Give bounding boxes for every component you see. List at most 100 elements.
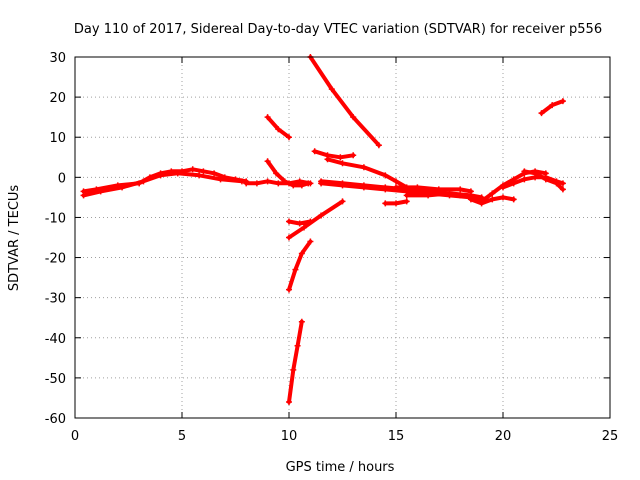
data-point: [298, 318, 305, 325]
data-point: [532, 170, 539, 177]
data-series: [286, 198, 346, 241]
series-trace: [287, 319, 304, 404]
y-tick-label: 0: [58, 171, 66, 186]
data-point: [521, 176, 528, 183]
data-point: [324, 156, 331, 163]
data-point: [290, 366, 297, 373]
data-series: [521, 168, 566, 193]
data-point: [294, 342, 301, 349]
data-series-layer: [80, 54, 566, 405]
data-point: [305, 180, 312, 187]
x-tick-label: 20: [495, 429, 512, 444]
data-point: [238, 178, 245, 185]
series-trace: [404, 191, 463, 198]
data-point: [243, 180, 250, 187]
data-point: [318, 212, 325, 219]
data-series: [393, 184, 474, 195]
data-point: [553, 180, 560, 187]
data-point: [300, 224, 307, 231]
data-series: [286, 318, 305, 405]
y-tick-label: -20: [45, 252, 66, 267]
data-point: [253, 180, 260, 187]
data-series: [382, 198, 410, 207]
data-point: [393, 184, 399, 191]
data-point: [311, 148, 318, 155]
data-point: [339, 160, 346, 167]
data-point: [281, 178, 288, 185]
data-point: [211, 170, 218, 177]
data-point: [80, 192, 87, 199]
series-trace: [287, 239, 313, 292]
y-tick-label: -60: [45, 412, 66, 427]
data-point: [275, 180, 282, 187]
y-tick-label: -50: [45, 372, 66, 387]
data-point: [446, 190, 453, 197]
data-series: [264, 158, 312, 189]
data-series: [324, 156, 410, 191]
chart-title: Day 110 of 2017, Sidereal Day-to-day VTE…: [74, 22, 602, 37]
y-tick-label: 20: [49, 91, 66, 106]
x-tick-label: 15: [388, 429, 405, 444]
data-point: [97, 188, 104, 195]
data-point: [510, 196, 517, 203]
data-point: [489, 190, 496, 197]
series-trace: [287, 199, 345, 240]
data-series: [538, 98, 566, 117]
data-series: [80, 170, 245, 199]
data-series: [307, 54, 382, 149]
data-point: [189, 166, 196, 173]
data-point: [339, 182, 346, 189]
data-point: [435, 186, 442, 193]
data-point: [339, 198, 346, 205]
data-point: [382, 172, 389, 179]
data-point: [273, 170, 280, 177]
data-point: [500, 184, 506, 191]
data-point: [538, 110, 545, 117]
series-trace: [312, 149, 356, 160]
data-point: [286, 398, 292, 405]
data-point: [286, 234, 292, 241]
x-tick-label: 25: [602, 429, 619, 444]
data-point: [360, 164, 367, 171]
data-point: [559, 186, 566, 193]
data-point: [382, 186, 389, 193]
data-point: [360, 184, 367, 191]
y-axis-label: SDTVAR / TECUs: [7, 185, 22, 292]
data-point: [350, 114, 357, 121]
data-point: [350, 152, 357, 159]
data-point: [298, 182, 305, 189]
data-point: [119, 184, 126, 191]
data-point: [375, 142, 382, 149]
data-point: [307, 238, 314, 245]
data-point: [403, 192, 410, 199]
data-series: [467, 194, 517, 207]
data-point: [286, 134, 292, 141]
axis-ticks: 0 5 10 15 20 25 30 20 10 0 -10 -20 -30 -40 -50 -60: [45, 51, 619, 444]
data-point: [298, 250, 305, 257]
data-point: [521, 168, 528, 175]
data-point: [500, 194, 506, 201]
data-point: [393, 200, 399, 207]
y-tick-label: 10: [49, 131, 66, 146]
data-point: [318, 180, 325, 187]
data-point: [467, 196, 474, 203]
data-point: [510, 180, 517, 187]
data-point: [457, 192, 464, 199]
data-point: [275, 126, 282, 133]
data-point: [457, 186, 464, 193]
data-point: [217, 176, 224, 183]
data-point: [296, 220, 303, 227]
data-series: [264, 114, 292, 141]
data-point: [467, 188, 474, 195]
y-tick-label: 30: [49, 51, 66, 66]
series-trace: [308, 55, 381, 148]
data-point: [542, 176, 549, 183]
x-axis-label: GPS time / hours: [286, 460, 395, 475]
data-point: [559, 180, 566, 187]
data-point: [414, 184, 421, 191]
x-tick-label: 5: [178, 429, 186, 444]
data-point: [296, 178, 303, 185]
y-tick-label: -30: [45, 292, 66, 307]
data-point: [264, 178, 271, 185]
